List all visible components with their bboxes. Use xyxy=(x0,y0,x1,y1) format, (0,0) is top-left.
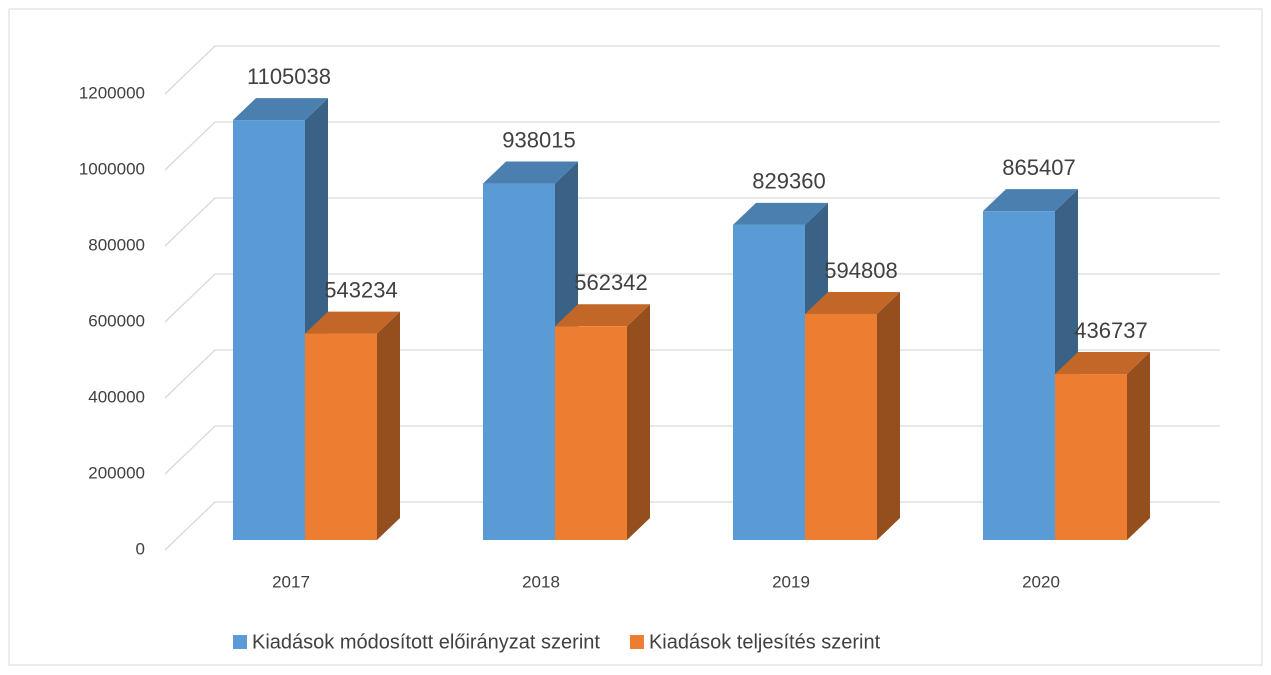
bar-top xyxy=(805,291,900,314)
bar-top xyxy=(483,161,578,184)
bar xyxy=(305,333,377,540)
value-label: 562342 xyxy=(574,270,647,295)
value-label: 865407 xyxy=(1002,155,1075,180)
y-tick-label: 400000 xyxy=(88,387,145,406)
bar-top xyxy=(983,189,1078,212)
x-tick-label: 2020 xyxy=(1022,572,1060,591)
bar-top xyxy=(555,304,650,327)
value-label: 594808 xyxy=(824,258,897,283)
grid-line xyxy=(164,121,1220,171)
bar xyxy=(555,326,627,540)
value-label: 436737 xyxy=(1074,318,1147,343)
bar-top xyxy=(733,202,828,225)
value-label: 1105038 xyxy=(247,64,331,89)
y-tick-label: 600000 xyxy=(88,311,145,330)
bar-side xyxy=(877,291,900,540)
bar-top xyxy=(233,98,328,121)
bar-top xyxy=(305,311,400,334)
legend-label: Kiadások módosított előirányzat szerint xyxy=(252,631,600,653)
grid-line xyxy=(164,197,1220,247)
bar xyxy=(805,313,877,540)
legend-swatch xyxy=(233,635,247,649)
y-tick-label: 1000000 xyxy=(79,159,145,178)
bar xyxy=(733,224,805,540)
bar-top xyxy=(1055,352,1150,375)
bar xyxy=(483,183,555,540)
y-tick-label: 800000 xyxy=(88,235,145,254)
x-tick-label: 2017 xyxy=(272,572,310,591)
value-label: 938015 xyxy=(502,127,575,152)
bar-side xyxy=(627,304,650,540)
bar xyxy=(983,211,1055,541)
legend-swatch xyxy=(629,635,644,649)
value-label: 543234 xyxy=(324,277,397,302)
legend-label: Kiadások teljesítés szerint xyxy=(649,631,881,653)
bar xyxy=(233,120,305,540)
x-tick-label: 2019 xyxy=(772,572,810,591)
grid-line xyxy=(164,45,1220,95)
value-label: 829360 xyxy=(752,169,825,194)
bar-side xyxy=(1127,352,1150,540)
y-tick-label: 1200000 xyxy=(79,83,145,102)
bar-side xyxy=(377,311,400,540)
y-tick-label: 0 xyxy=(136,539,145,558)
bar xyxy=(1055,374,1127,540)
grid-line xyxy=(164,273,1220,323)
y-tick-label: 200000 xyxy=(88,463,145,482)
x-tick-label: 2018 xyxy=(522,572,560,591)
